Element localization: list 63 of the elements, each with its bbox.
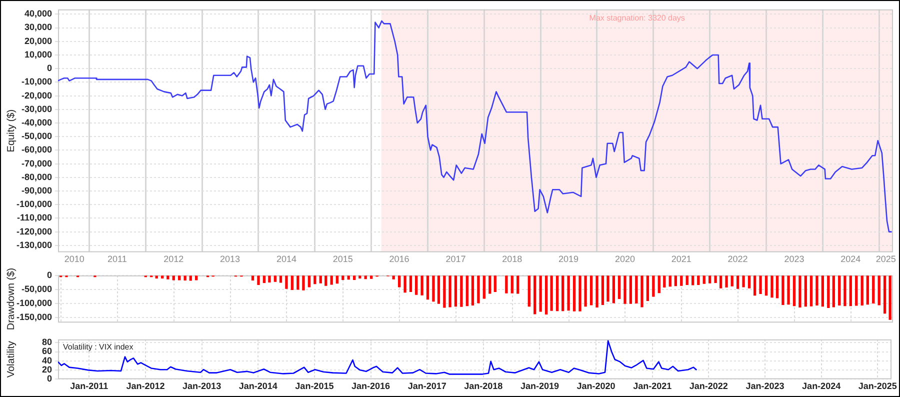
x-tick-label: Jan-2018 bbox=[464, 381, 503, 392]
y-tick-label: -30,000 bbox=[21, 104, 52, 114]
x-tick-label: 2023 bbox=[784, 254, 804, 264]
y-tick-label: 40,000 bbox=[24, 8, 52, 19]
y-tick-label: -40,000 bbox=[21, 117, 52, 128]
x-tick-label: Jan-2019 bbox=[520, 381, 559, 392]
y-tick-label: -70,000 bbox=[21, 158, 52, 168]
y-tick-label: 0 bbox=[46, 63, 52, 74]
y-axis-title: Drawdown ($) bbox=[6, 268, 17, 330]
y-tick-label: -100,000 bbox=[16, 199, 52, 210]
x-tick-label: Jan-2012 bbox=[126, 381, 165, 392]
y-axis-title: Equity ($) bbox=[6, 109, 17, 152]
x-tick-label: 2019 bbox=[558, 254, 579, 264]
y-tick-label: -110,000 bbox=[16, 212, 52, 223]
x-tick-label: 2018 bbox=[502, 254, 522, 264]
x-tick-label: 2025 bbox=[876, 254, 896, 264]
y-tick-label: 40 bbox=[42, 355, 52, 366]
x-tick-label: Jan-2025 bbox=[858, 381, 897, 392]
chart-title: Volatility : VIX index bbox=[63, 342, 134, 352]
y-tick-label: 0 bbox=[46, 374, 52, 384]
x-tick-label: 2010 bbox=[64, 254, 84, 264]
y-tick-label: 80 bbox=[42, 337, 52, 348]
y-tick-label: -120,000 bbox=[16, 226, 52, 236]
band-label: Max stagnation: 3320 days bbox=[589, 14, 685, 23]
x-tick-label: 2012 bbox=[164, 254, 184, 264]
x-tick-label: 2015 bbox=[332, 254, 353, 264]
y-tick-label: 10,000 bbox=[24, 49, 52, 60]
y-tick-label: -150,000 bbox=[16, 312, 52, 322]
y-tick-label: 20 bbox=[42, 364, 52, 375]
x-tick-label: 2024 bbox=[840, 254, 861, 264]
x-tick-label: Jan-2015 bbox=[295, 381, 334, 392]
y-tick-label: 60 bbox=[42, 346, 52, 356]
x-tick-label: Jan-2014 bbox=[238, 381, 278, 392]
y-tick-label: -60,000 bbox=[21, 144, 52, 155]
y-tick-label: 20,000 bbox=[24, 36, 52, 46]
x-tick-label: 2016 bbox=[389, 254, 410, 264]
y-tick-label: -80,000 bbox=[21, 172, 52, 182]
x-tick-label: 2014 bbox=[276, 254, 296, 264]
y-tick-label: 0 bbox=[46, 270, 52, 280]
x-tick-label: Jan-2017 bbox=[408, 381, 446, 392]
y-tick-label: -130,000 bbox=[16, 240, 52, 250]
y-axis-title: Volatility bbox=[6, 340, 17, 378]
y-tick-label: -20,000 bbox=[21, 90, 52, 100]
y-tick-label: 30,000 bbox=[24, 22, 52, 32]
x-tick-label: Jan-2011 bbox=[70, 381, 108, 392]
x-tick-label: 2022 bbox=[728, 254, 748, 264]
y-tick-label: -50,000 bbox=[21, 284, 52, 294]
y-tick-label: -100,000 bbox=[16, 298, 52, 308]
x-tick-label: Jan-2013 bbox=[182, 381, 222, 392]
y-tick-label: -10,000 bbox=[21, 76, 52, 87]
x-tick-label: 2011 bbox=[108, 254, 127, 264]
x-tick-label: 2013 bbox=[220, 254, 240, 264]
x-tick-label: 2017 bbox=[446, 254, 466, 264]
x-tick-label: Jan-2022 bbox=[689, 381, 728, 392]
x-tick-label: 2021 bbox=[671, 254, 692, 264]
x-tick-label: Jan-2021 bbox=[633, 381, 672, 392]
x-tick-label: Jan-2016 bbox=[352, 381, 390, 392]
y-tick-label: -50,000 bbox=[21, 131, 52, 142]
x-tick-label: Jan-2024 bbox=[802, 381, 841, 392]
x-tick-label: Jan-2020 bbox=[576, 381, 616, 392]
x-tick-label: Jan-2023 bbox=[746, 381, 784, 392]
x-tick-label: 2020 bbox=[614, 254, 635, 264]
y-tick-label: -90,000 bbox=[21, 185, 52, 196]
